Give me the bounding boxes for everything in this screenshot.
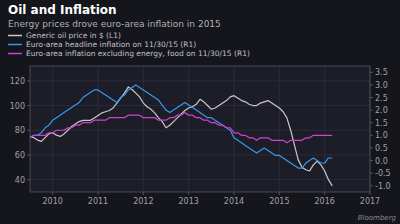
y2-tick-label: 1.5 [375, 119, 388, 128]
grid-line [234, 66, 235, 192]
series-line [30, 85, 332, 168]
x-tick-label: 2016 [314, 197, 334, 206]
plot-frame [30, 66, 370, 192]
chart: Oil and Inflation Energy prices drove eur… [0, 0, 400, 224]
grid-line [98, 66, 99, 192]
tick-mark [370, 84, 373, 85]
tick-mark [370, 122, 373, 123]
y2-tick-label: 3.5 [375, 68, 388, 77]
x-tick-label: 2013 [178, 197, 198, 206]
tick-mark [370, 173, 373, 174]
series-line [30, 87, 332, 186]
legend: Generic oil price in $ (L1)Euro-area hea… [8, 31, 250, 58]
grid-line [30, 179, 370, 180]
annotation: Bloomberg [358, 214, 397, 222]
grid-line [30, 80, 370, 81]
tick-mark [188, 192, 189, 195]
tick-mark [370, 160, 373, 161]
x-tick-label: 2017 [360, 197, 380, 206]
legend-swatch [8, 44, 22, 46]
y2-tick-label: 3.0 [375, 81, 388, 90]
legend-label: Euro-area inflation excluding energy, fo… [26, 49, 250, 58]
y-tick-label: 40 [15, 176, 25, 185]
x-tick-label: 2011 [88, 197, 108, 206]
grid-line [52, 66, 53, 192]
y-tick-label: 100 [10, 102, 25, 111]
grid-line [188, 66, 189, 192]
grid-line [143, 66, 144, 192]
tick-mark [279, 192, 280, 195]
y2-tick-label: -0.5 [375, 169, 391, 178]
tick-mark [370, 110, 373, 111]
y2-tick-label: 1.0 [375, 131, 388, 140]
tick-mark [324, 192, 325, 195]
y-tick-label: 60 [15, 151, 25, 160]
y2-tick-label: -1.0 [375, 182, 391, 191]
tick-mark [370, 72, 373, 73]
tick-mark [27, 130, 30, 131]
tick-mark [143, 192, 144, 195]
title: Oil and Inflation [8, 3, 117, 17]
y2-tick-label: 2.0 [375, 106, 388, 115]
tick-mark [98, 192, 99, 195]
tick-mark [27, 80, 30, 81]
subtitle: Energy prices drove euro-area inflation … [8, 19, 221, 29]
legend-swatch [8, 35, 22, 37]
grid [30, 66, 370, 192]
grid-line [30, 130, 370, 131]
tick-mark [27, 154, 30, 155]
tick-mark [234, 192, 235, 195]
y-tick-label: 120 [10, 77, 25, 86]
tick-mark [27, 105, 30, 106]
tick-mark [370, 192, 371, 195]
series-group [30, 85, 332, 186]
tick-mark [370, 97, 373, 98]
tick-mark [27, 179, 30, 180]
y-tick-label: 80 [15, 126, 25, 135]
plot-area [30, 66, 370, 192]
y2-tick-label: 2.5 [375, 94, 388, 103]
legend-swatch [8, 53, 22, 55]
legend-label: Generic oil price in $ (L1) [26, 31, 121, 40]
grid-line [279, 66, 280, 192]
tick-mark [52, 192, 53, 195]
grid-line [30, 154, 370, 155]
x-tick-label: 2015 [269, 197, 289, 206]
x-tick-label: 2014 [224, 197, 244, 206]
x-tick-label: 2010 [42, 197, 62, 206]
grid-line [30, 105, 370, 106]
x-tick-label: 2012 [133, 197, 153, 206]
y2-tick-label: 0.5 [375, 144, 388, 153]
tick-mark [370, 147, 373, 148]
tick-mark [370, 135, 373, 136]
tick-mark [370, 185, 373, 186]
series-line [30, 113, 332, 143]
y2-tick-label: 0.0 [375, 157, 388, 166]
background [0, 0, 400, 224]
legend-label: Euro-area headline inflation on 11/30/15… [26, 40, 196, 49]
